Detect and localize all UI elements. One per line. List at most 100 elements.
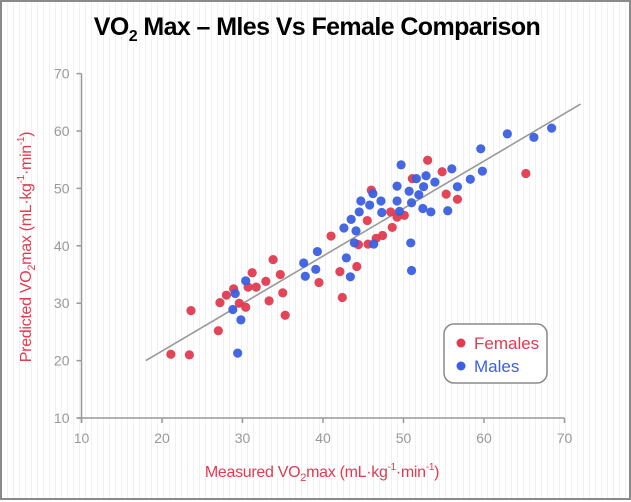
x-tick-label: 10: [74, 430, 90, 446]
legend-label-males: Males: [474, 357, 519, 376]
x-tick-label: 60: [476, 430, 492, 446]
data-point-females: [335, 267, 345, 277]
data-point-females: [387, 222, 397, 233]
data-point-females: [352, 261, 362, 272]
data-points: [166, 123, 557, 360]
data-point-females: [377, 230, 388, 241]
data-point-males: [447, 164, 457, 174]
data-point-males: [406, 238, 416, 248]
y-tick-label: 40: [54, 238, 70, 254]
data-point-females: [215, 298, 225, 308]
data-point-females: [275, 269, 285, 280]
data-point-males: [394, 206, 405, 216]
data-point-males: [426, 207, 436, 217]
regression-line-group: [145, 103, 582, 362]
x-axis-label: Measured VO2max (mL·kg-1·min-1): [205, 462, 439, 484]
data-point-females: [247, 268, 257, 278]
regression-line: [145, 103, 582, 362]
data-point-males: [339, 223, 349, 233]
x-tick-label: 20: [154, 430, 170, 446]
y-tick-label: 60: [54, 123, 70, 139]
data-point-males: [477, 166, 487, 176]
data-point-males: [443, 206, 453, 216]
data-point-males: [351, 226, 361, 236]
data-point-females: [386, 207, 396, 217]
data-point-males: [356, 196, 366, 206]
data-point-males: [341, 253, 351, 263]
legend-marker-males: [456, 361, 466, 371]
x-tick-label: 30: [235, 430, 251, 446]
data-point-females: [278, 288, 288, 298]
data-point-females: [166, 349, 176, 359]
data-point-males: [345, 272, 355, 282]
data-point-females: [221, 290, 231, 300]
data-point-males: [547, 123, 557, 133]
series-males: [228, 123, 557, 358]
data-point-males: [376, 196, 386, 206]
axes: 10 20 30 40 50 60 70 10 20 30 40 50 60 70: [54, 66, 573, 446]
data-point-males: [465, 174, 475, 184]
data-point-females: [441, 189, 451, 199]
data-point-males: [406, 198, 417, 208]
data-point-males: [311, 264, 321, 274]
data-point-males: [368, 188, 378, 199]
data-point-males: [230, 288, 240, 299]
data-point-females: [452, 194, 463, 204]
data-point-males: [411, 174, 421, 184]
data-point-males: [418, 203, 428, 214]
data-point-males: [430, 177, 440, 187]
data-point-males: [300, 271, 310, 281]
data-point-males: [349, 238, 359, 248]
data-point-males: [502, 129, 512, 139]
x-tick-label: 70: [557, 430, 573, 446]
data-point-females: [264, 296, 274, 306]
legend-marker-females: [456, 338, 466, 348]
data-point-females: [423, 155, 433, 165]
data-point-males: [299, 258, 309, 268]
data-point-males: [369, 239, 379, 249]
legend: Females Males: [443, 323, 548, 384]
data-point-females: [251, 282, 261, 292]
data-point-females: [362, 215, 372, 226]
data-point-females: [213, 326, 223, 336]
series-females: [166, 155, 531, 360]
y-tick-label: 20: [54, 353, 70, 369]
data-point-males: [241, 276, 251, 286]
data-point-males: [392, 196, 402, 206]
data-point-females: [184, 350, 194, 360]
data-point-males: [233, 348, 243, 358]
data-point-females: [314, 277, 324, 288]
y-tick-label: 10: [54, 410, 70, 426]
data-point-males: [414, 190, 424, 200]
data-point-males: [377, 207, 387, 218]
x-tick-label: 40: [315, 430, 331, 446]
data-point-females: [437, 167, 447, 177]
data-point-males: [228, 304, 238, 315]
data-point-males: [406, 265, 417, 276]
data-point-females: [337, 292, 347, 303]
data-point-males: [529, 132, 539, 142]
data-point-females: [241, 302, 251, 312]
y-tick-label: 30: [54, 295, 70, 311]
data-point-females: [186, 306, 196, 316]
data-point-males: [392, 181, 402, 191]
data-point-males: [452, 182, 463, 192]
data-point-males: [396, 160, 406, 170]
data-point-males: [476, 144, 486, 154]
data-point-males: [421, 171, 431, 181]
data-point-males: [365, 200, 375, 210]
data-point-females: [268, 254, 278, 265]
y-tick-label: 50: [54, 180, 70, 196]
data-point-females: [261, 276, 271, 286]
y-tick-label: 70: [54, 66, 70, 82]
data-point-females: [326, 231, 336, 241]
data-point-males: [312, 246, 322, 257]
legend-label-females: Females: [474, 334, 539, 353]
data-point-males: [404, 186, 414, 196]
data-point-males: [346, 214, 356, 224]
data-point-females: [521, 168, 531, 179]
data-point-males: [354, 207, 364, 217]
y-axis-label: Predicted VO2max (mL·kg-1·min-1): [16, 132, 38, 362]
